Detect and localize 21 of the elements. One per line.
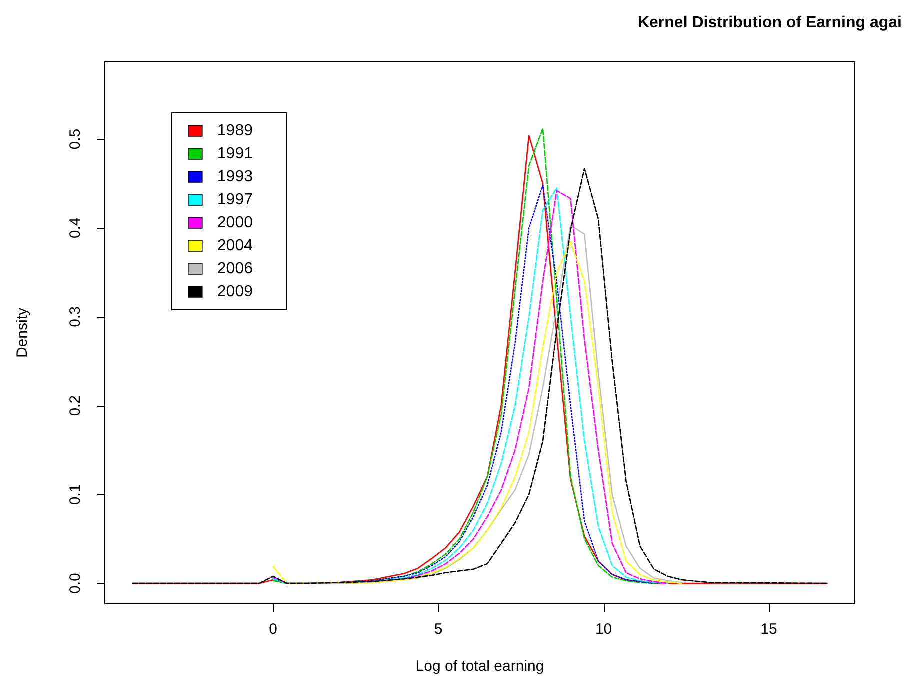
y-tick-label: 0.0 xyxy=(67,573,84,594)
legend-label: 1991 xyxy=(217,146,254,162)
x-tick-label: 5 xyxy=(434,621,443,638)
x-tick-label: 15 xyxy=(760,621,778,638)
y-axis-title: Density xyxy=(14,308,31,358)
x-axis-title: Log of total earning xyxy=(416,658,544,675)
y-tick-label: 0.5 xyxy=(67,128,84,150)
legend-label: 1997 xyxy=(217,192,254,208)
y-tick-label: 0.2 xyxy=(67,395,84,416)
legend-label: 2000 xyxy=(217,214,254,232)
legend-label: 2009 xyxy=(217,284,254,300)
chart-title: Kernel Distribution of Earning agai xyxy=(638,14,902,32)
y-tick-label: 0.1 xyxy=(67,484,84,506)
legend-label: 2006 xyxy=(217,260,254,278)
x-tick-label: 0 xyxy=(269,621,278,638)
legend-label: 1993 xyxy=(217,168,254,186)
y-tick-label: 0.3 xyxy=(67,306,84,328)
y-tick-label: 0.4 xyxy=(67,218,84,239)
legend-label: 2004 xyxy=(217,238,254,254)
x-tick-label: 10 xyxy=(595,621,612,638)
legend-label: 1989 xyxy=(217,122,254,140)
